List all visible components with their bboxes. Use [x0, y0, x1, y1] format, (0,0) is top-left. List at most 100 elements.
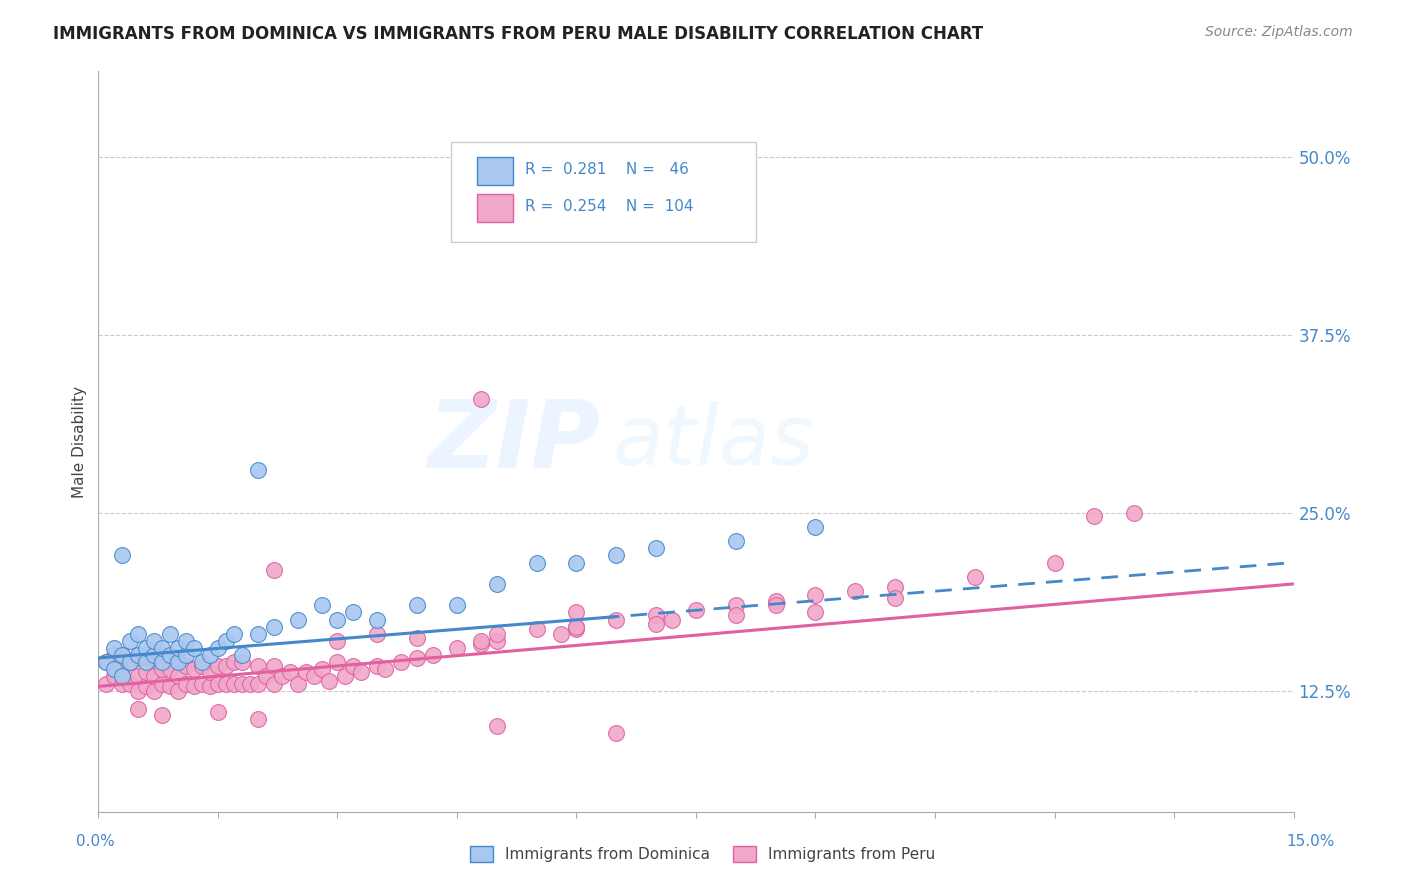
Point: [159, 680, 181, 694]
Point: [96, 655, 118, 669]
Point: [406, 599, 429, 613]
Point: [135, 640, 157, 655]
Point: [207, 659, 229, 673]
Point: [318, 673, 340, 688]
Point: [526, 556, 548, 570]
Point: [127, 651, 149, 665]
Point: [159, 662, 181, 676]
Point: [111, 676, 134, 690]
Point: [159, 626, 181, 640]
Point: [565, 623, 588, 637]
Point: [207, 676, 229, 690]
Point: [645, 541, 668, 556]
Point: [103, 662, 125, 676]
Point: [143, 651, 166, 665]
Point: [254, 669, 277, 683]
Point: [198, 648, 221, 662]
Point: [565, 606, 588, 620]
Point: [526, 623, 548, 637]
Point: [804, 520, 827, 534]
Point: [111, 662, 134, 676]
Point: [287, 676, 309, 690]
Point: [246, 676, 269, 690]
Point: [111, 648, 134, 662]
Point: [884, 591, 907, 606]
Point: [183, 680, 205, 694]
Text: R =  0.254    N =  104: R = 0.254 N = 104: [524, 199, 693, 214]
Point: [446, 640, 468, 655]
Point: [135, 648, 157, 662]
Legend: Immigrants from Dominica, Immigrants from Peru: Immigrants from Dominica, Immigrants fro…: [464, 840, 942, 868]
Point: [605, 726, 627, 740]
Point: [174, 633, 197, 648]
Point: [174, 659, 197, 673]
Point: [191, 655, 214, 669]
Point: [111, 549, 134, 563]
Point: [963, 570, 986, 584]
FancyBboxPatch shape: [477, 156, 513, 185]
Point: [143, 683, 166, 698]
Point: [287, 613, 309, 627]
Point: [127, 702, 149, 716]
Point: [167, 683, 190, 698]
Point: [1083, 508, 1105, 523]
Point: [198, 665, 221, 680]
Point: [350, 665, 373, 680]
Point: [120, 633, 142, 648]
Text: 15.0%: 15.0%: [1286, 834, 1334, 848]
Point: [239, 676, 262, 690]
Text: R =  0.281    N =   46: R = 0.281 N = 46: [524, 162, 689, 178]
Text: atlas: atlas: [613, 401, 814, 482]
Point: [222, 626, 245, 640]
Point: [685, 602, 707, 616]
Point: [103, 648, 125, 662]
Point: [263, 676, 285, 690]
Point: [167, 655, 190, 669]
Point: [111, 669, 134, 683]
Point: [150, 655, 173, 669]
Point: [96, 655, 118, 669]
Point: [550, 626, 572, 640]
Point: [167, 669, 190, 683]
Point: [215, 659, 238, 673]
Point: [366, 659, 388, 673]
Point: [374, 662, 396, 676]
Point: [485, 577, 508, 591]
Point: [150, 676, 173, 690]
Point: [222, 676, 245, 690]
Point: [311, 662, 333, 676]
Point: [263, 619, 285, 633]
Point: [167, 651, 190, 665]
Point: [96, 676, 118, 690]
Point: [724, 608, 747, 623]
Point: [485, 719, 508, 733]
Point: [661, 613, 683, 627]
Point: [270, 669, 292, 683]
Point: [263, 659, 285, 673]
Point: [207, 705, 229, 719]
Point: [765, 594, 787, 608]
Point: [207, 640, 229, 655]
Point: [342, 659, 364, 673]
Text: 0.0%: 0.0%: [76, 834, 115, 848]
Point: [406, 631, 429, 645]
Point: [485, 633, 508, 648]
Point: [103, 640, 125, 655]
Text: Source: ZipAtlas.com: Source: ZipAtlas.com: [1205, 25, 1353, 39]
Point: [120, 676, 142, 690]
Text: IMMIGRANTS FROM DOMINICA VS IMMIGRANTS FROM PERU MALE DISABILITY CORRELATION CHA: IMMIGRANTS FROM DOMINICA VS IMMIGRANTS F…: [53, 25, 984, 43]
Point: [278, 665, 301, 680]
Point: [389, 655, 412, 669]
Point: [485, 626, 508, 640]
Point: [422, 648, 444, 662]
Point: [342, 606, 364, 620]
Point: [150, 662, 173, 676]
Point: [120, 655, 142, 669]
Point: [150, 707, 173, 722]
Point: [143, 669, 166, 683]
Point: [605, 549, 627, 563]
Point: [311, 599, 333, 613]
Point: [222, 655, 245, 669]
Point: [143, 633, 166, 648]
Point: [804, 588, 827, 602]
